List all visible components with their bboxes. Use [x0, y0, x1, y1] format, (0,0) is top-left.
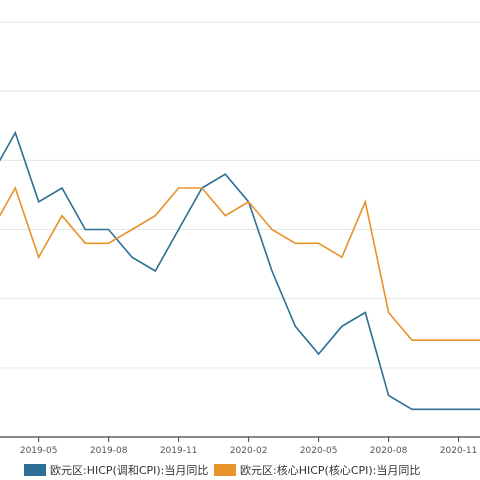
legend-item-core-hicp[interactable]: 欧元区:核心HICP(核心CPI):当月同比 [214, 463, 420, 477]
x-tick-label: 2020-11 [440, 446, 478, 456]
series-line-hicp[interactable] [0, 130, 480, 411]
legend-label-core-hicp: 欧元区:核心HICP(核心CPI):当月同比 [240, 464, 421, 477]
x-tick-label: 2019-05 [20, 446, 58, 456]
legend: 欧元区:HICP(调和CPI):当月同比 欧元区:核心HICP(核心CPI):当… [0, 460, 480, 480]
x-tick-label: 2019-11 [160, 446, 198, 456]
x-tick-label: 2020-08 [370, 446, 408, 456]
x-tick-label: 2020-02 [230, 446, 268, 456]
x-tick-label: 2019-08 [90, 446, 128, 456]
gridlines [0, 21, 480, 438]
x-tick-label: 2020-05 [300, 446, 338, 456]
x-axis: 2019-05 2019-08 2019-11 2020-02 2020-05 2020-… [0, 436, 480, 456]
legend-item-hicp[interactable]: 欧元区:HICP(调和CPI):当月同比 [24, 463, 208, 477]
legend-swatch-hicp [24, 464, 46, 476]
legend-swatch-core-hicp [214, 464, 236, 476]
series-lines [0, 130, 480, 411]
legend-label-hicp: 欧元区:HICP(调和CPI):当月同比 [50, 464, 209, 477]
series-line-core-hicp[interactable] [0, 186, 480, 342]
